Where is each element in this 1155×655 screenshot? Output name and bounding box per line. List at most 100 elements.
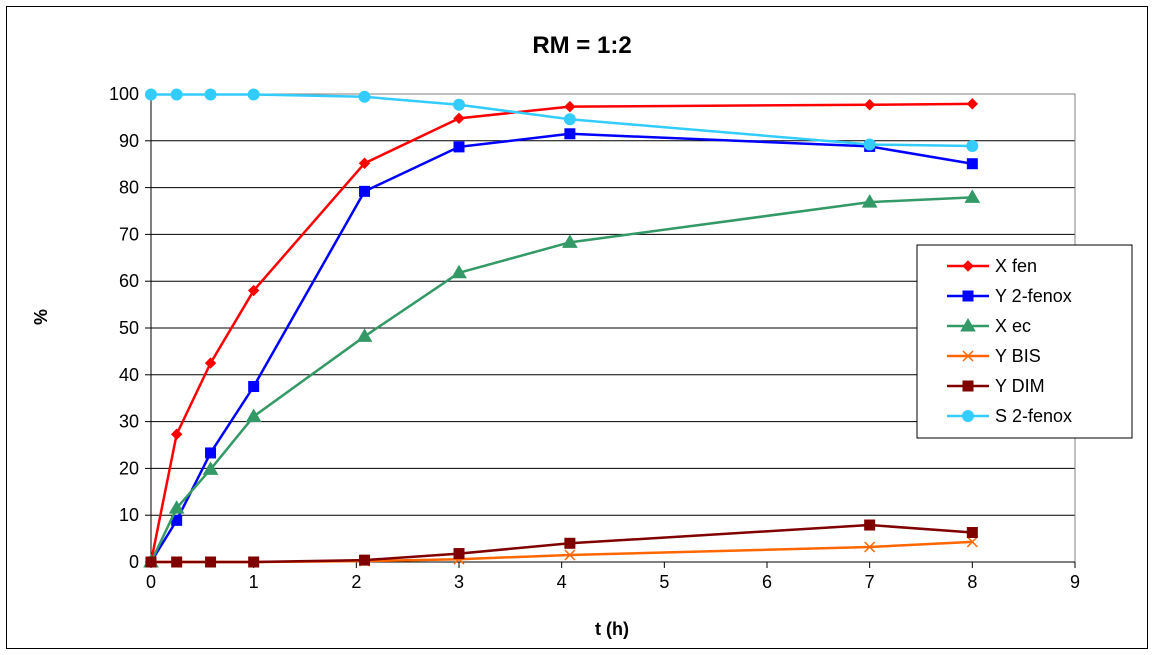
legend-swatch-marker-stroke	[962, 350, 974, 362]
axis-layer: 0 10 20 30 40 50 60 70 80 90 100 0 1 2 3 4 5 6 7 8 9	[109, 84, 1080, 592]
chart-title: RM = 1:2	[532, 32, 631, 59]
legend-label: X fen	[995, 256, 1037, 276]
data-point-s-2-fenox	[563, 113, 576, 126]
data-point-y-2-fenox	[453, 141, 465, 153]
data-point-s-2-fenox	[170, 88, 183, 101]
data-point-x-fen	[170, 428, 183, 440]
data-point-y-bis-stroke	[966, 536, 978, 548]
legend-entry-s-2-fenox: S 2-fenox	[947, 406, 1072, 426]
series-line-y-2-fenox	[149, 132, 973, 563]
legend-entry-x-ec: X ec	[947, 316, 1031, 336]
data-point-x-fen	[247, 284, 260, 297]
data-point-x-fen	[966, 98, 979, 110]
data-point-y-dim	[966, 527, 978, 539]
data-point-y-dim	[453, 548, 465, 560]
chart-frame: RM = 1:2 % t (h) 0 10 20 30 40 50 60 70 80 90 100 0…	[6, 6, 1148, 649]
y-tick-label: 10	[119, 505, 139, 525]
x-tick-label: 8	[967, 572, 977, 592]
data-point-y-2-fenox	[205, 447, 217, 459]
data-point-y-2-fenox	[966, 158, 978, 170]
data-point-x-fen	[204, 357, 217, 369]
data-point-x-fen	[863, 99, 876, 111]
legend: X fen Y 2-fenox X ec Y BIS Y DIM S 2-fenox	[916, 244, 1133, 439]
series-line-x-ec	[149, 196, 973, 563]
x-tick-label: 2	[351, 572, 361, 592]
data-point-s-2-fenox	[863, 138, 876, 151]
x-tick-label: 4	[557, 572, 567, 592]
y-tick-label: 80	[119, 178, 139, 198]
data-point-y-bis	[564, 549, 576, 561]
series-y-2-fenox	[145, 128, 978, 568]
data-point-x-fen	[564, 100, 576, 113]
series-line-s-2-fenox	[151, 93, 973, 148]
series-s-2-fenox	[145, 88, 979, 152]
data-point-s-2-fenox	[145, 88, 157, 101]
legend-swatch-marker	[962, 410, 974, 422]
y-tick-label: 90	[119, 131, 139, 151]
data-point-y-bis-stroke	[864, 541, 876, 553]
data-point-y-bis-stroke	[564, 549, 576, 561]
data-point-s-2-fenox	[247, 88, 260, 101]
data-point-x-ec	[356, 328, 373, 342]
legend-label: X ec	[995, 316, 1031, 336]
y-axis-title: %	[31, 309, 51, 325]
series-x-ec	[143, 189, 981, 568]
y-tick-label: 100	[109, 84, 139, 104]
legend-swatch-marker	[962, 260, 974, 272]
data-point-y-dim	[359, 554, 371, 566]
legend-swatch-marker	[962, 380, 974, 392]
series-line-x-fen	[149, 102, 973, 563]
x-tick-label: 5	[659, 572, 669, 592]
legend-swatch-marker	[962, 350, 974, 362]
legend-entry-y-2-fenox: Y 2-fenox	[947, 286, 1072, 306]
data-point-y-2-fenox	[564, 128, 576, 140]
data-point-s-2-fenox	[358, 90, 371, 103]
data-point-y-dim	[248, 556, 260, 568]
legend-label: Y DIM	[995, 376, 1045, 396]
y-tick-label: 60	[119, 271, 139, 291]
data-point-y-dim	[564, 537, 576, 549]
x-axis-title: t (h)	[595, 619, 629, 639]
data-point-x-ec	[168, 500, 185, 514]
legend-label: Y BIS	[995, 346, 1041, 366]
series-layer	[143, 88, 981, 568]
data-point-x-fen	[453, 112, 465, 125]
data-point-s-2-fenox	[966, 139, 979, 152]
legend-entry-x-fen: X fen	[947, 256, 1037, 276]
series-y-dim	[145, 519, 978, 568]
data-point-x-ec	[202, 461, 219, 475]
y-tick-label: 0	[129, 552, 139, 572]
x-tick-label: 1	[249, 572, 259, 592]
x-tick-label: 0	[146, 572, 156, 592]
data-point-y-dim	[864, 519, 876, 531]
data-point-y-2-fenox	[359, 185, 371, 197]
x-tick-label: 6	[762, 572, 772, 592]
y-tick-label: 30	[119, 412, 139, 432]
legend-entry-y-bis: Y BIS	[947, 346, 1041, 366]
data-point-y-dim	[171, 556, 183, 568]
legend-entry-y-dim: Y DIM	[947, 376, 1045, 396]
x-tick-label: 3	[454, 572, 464, 592]
data-point-y-2-fenox	[248, 381, 260, 392]
legend-box	[916, 244, 1133, 439]
data-point-x-fen	[358, 157, 371, 169]
x-tick-label: 7	[865, 572, 875, 592]
data-point-x-ec	[861, 194, 878, 208]
data-point-x-ec	[964, 189, 981, 203]
data-point-x-ec	[562, 234, 578, 248]
legend-swatch-marker	[960, 318, 976, 332]
y-tick-label: 40	[119, 365, 139, 385]
data-point-x-ec	[451, 264, 467, 279]
x-tick-label: 9	[1070, 572, 1080, 592]
data-point-s-2-fenox	[453, 98, 465, 111]
series-x-fen	[145, 98, 979, 568]
data-point-y-bis	[966, 536, 978, 548]
data-point-y-dim	[145, 556, 157, 568]
legend-label: S 2-fenox	[995, 406, 1072, 426]
y-tick-label: 20	[119, 458, 139, 478]
y-tick-label: 50	[119, 318, 139, 338]
chart-svg: RM = 1:2 % t (h) 01020304050607080901000…	[31, 32, 1133, 639]
data-point-x-ec	[245, 408, 262, 422]
legend-label: Y 2-fenox	[995, 286, 1072, 306]
legend-swatch-marker	[962, 290, 974, 302]
